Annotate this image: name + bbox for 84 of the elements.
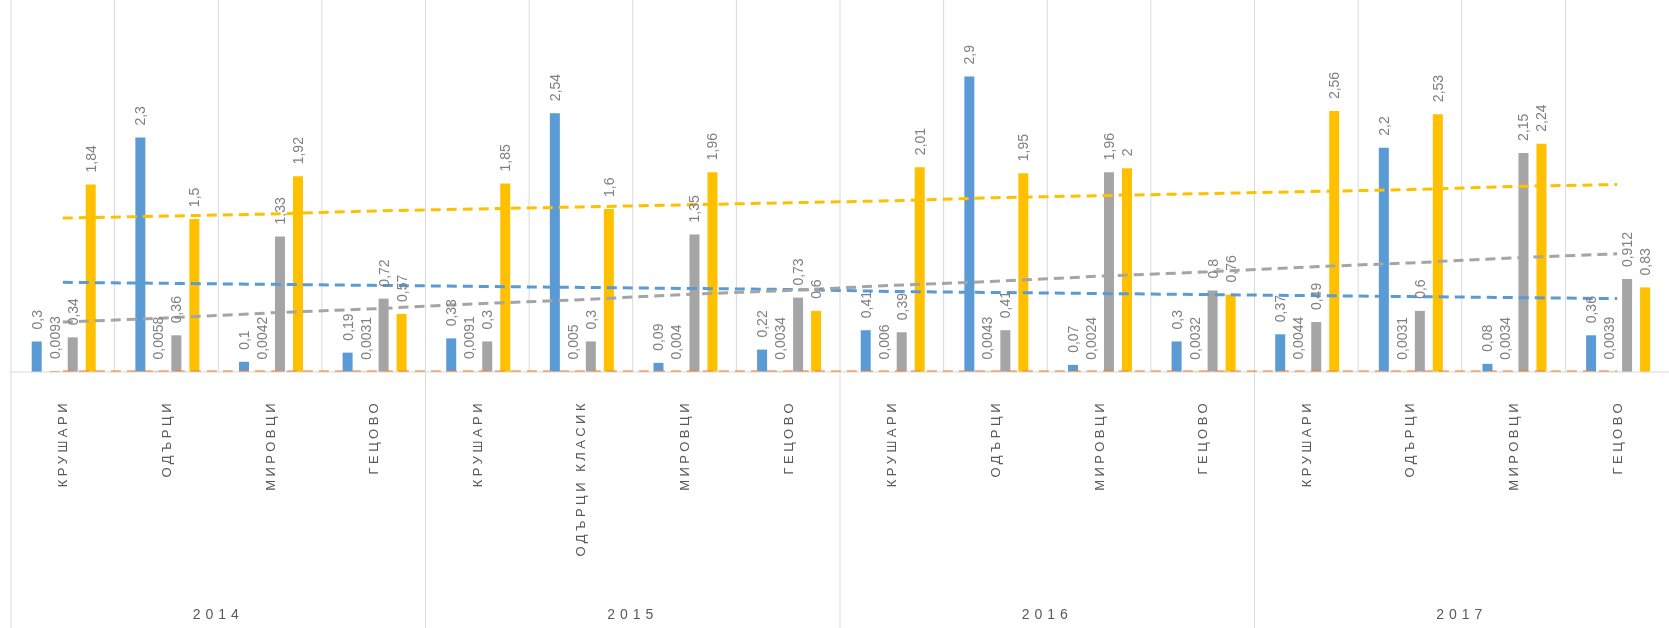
x-tick-label: ОДЪРЦИ bbox=[158, 400, 174, 478]
data-label: 0,0043 bbox=[979, 316, 996, 360]
data-label: 0,004 bbox=[668, 324, 685, 360]
x-tick-label: ОДЪРЦИ bbox=[987, 400, 1003, 478]
x-tick-label: ОДЪРЦИ bbox=[1402, 400, 1418, 478]
data-label: 1,35 bbox=[686, 194, 703, 223]
data-label: 1,5 bbox=[186, 187, 203, 208]
data-label: 1,92 bbox=[289, 136, 306, 165]
data-label: 0,0034 bbox=[1497, 316, 1514, 360]
data-label: 0,0031 bbox=[1393, 316, 1410, 360]
data-label: 0,6 bbox=[1411, 279, 1428, 299]
data-label: 1,96 bbox=[704, 132, 721, 161]
text: 2015 bbox=[607, 606, 659, 622]
data-label: 0,37 bbox=[1272, 294, 1289, 323]
data-label: 0,41 bbox=[857, 290, 874, 319]
data-label: 0,3 bbox=[479, 309, 496, 330]
data-label: 1,84 bbox=[82, 145, 99, 173]
x-tick-label: КРУШАРИ bbox=[1298, 400, 1314, 488]
data-label: 2,24 bbox=[1533, 104, 1550, 132]
data-label: 0,22 bbox=[754, 310, 771, 338]
data-label: 0,0058 bbox=[150, 316, 167, 360]
data-label: 0,36 bbox=[1583, 295, 1600, 324]
data-label: 0,36 bbox=[168, 295, 185, 324]
data-label: 0,0024 bbox=[1082, 316, 1099, 360]
data-label: 2,54 bbox=[546, 73, 563, 102]
data-label: 0,1 bbox=[235, 330, 252, 350]
data-label: 0,0091 bbox=[461, 316, 478, 360]
data-label: 0,0034 bbox=[772, 316, 789, 360]
data-label: 0,08 bbox=[1479, 324, 1496, 352]
data-label: 1,33 bbox=[271, 196, 288, 225]
data-label: 0,83 bbox=[1637, 247, 1654, 276]
data-label: 1,95 bbox=[1015, 133, 1032, 162]
data-label: 2,2 bbox=[1375, 116, 1392, 136]
text: 2017 bbox=[1436, 606, 1488, 622]
x-tick-label: МИРОВЦИ bbox=[1091, 400, 1107, 491]
data-label: 0,0044 bbox=[1290, 316, 1307, 360]
x-tick-label: ГЕЦОВО bbox=[1195, 400, 1211, 475]
data-label: 0,0042 bbox=[253, 316, 270, 360]
data-label: 0,006 bbox=[875, 324, 892, 360]
data-label: 2 bbox=[1118, 148, 1135, 157]
data-label: 2,53 bbox=[1429, 74, 1446, 103]
data-label: 0,0031 bbox=[357, 316, 374, 360]
data-label: 0,3 bbox=[582, 309, 599, 330]
data-label: 2,3 bbox=[132, 105, 149, 126]
data-label: 0,73 bbox=[790, 258, 807, 286]
data-label: 1,96 bbox=[1100, 132, 1117, 161]
data-label: 0,19 bbox=[339, 313, 356, 341]
data-label: 0,8 bbox=[1204, 258, 1221, 279]
data-label: 0,0032 bbox=[1186, 316, 1203, 360]
x-tick-label: КРУШАРИ bbox=[469, 400, 485, 488]
data-label: 0,39 bbox=[893, 292, 910, 321]
data-label: 0,34 bbox=[64, 297, 81, 326]
data-label: 0,72 bbox=[375, 259, 392, 287]
data-label: 2,01 bbox=[911, 127, 928, 156]
data-label: 0,07 bbox=[1064, 325, 1081, 353]
data-label: 2,56 bbox=[1326, 71, 1343, 100]
x-tick-label: КРУШАРИ bbox=[884, 400, 900, 488]
x-tick-label: МИРОВЦИ bbox=[262, 400, 278, 491]
text: 2016 bbox=[1021, 606, 1073, 622]
data-label: 0,005 bbox=[564, 324, 581, 360]
data-label: 0,33 bbox=[443, 298, 460, 327]
data-label: 0,41 bbox=[997, 290, 1014, 319]
data-label: 1,85 bbox=[497, 143, 514, 172]
data-label: 0,49 bbox=[1308, 282, 1325, 311]
x-tick-label: КРУШАРИ bbox=[55, 400, 71, 488]
x-tick-label: ГЕЦОВО bbox=[1609, 400, 1625, 475]
text: 2014 bbox=[192, 606, 244, 622]
data-label: 0,3 bbox=[28, 309, 45, 330]
data-label: 0,0093 bbox=[46, 316, 63, 360]
data-label: 0,3 bbox=[1168, 309, 1185, 330]
data-label: 2,9 bbox=[961, 44, 978, 65]
data-label: 0,0039 bbox=[1601, 316, 1618, 360]
x-tick-label: ОДЪРЦИ КЛАСИК bbox=[573, 400, 589, 557]
data-label: 0,09 bbox=[650, 323, 667, 351]
data-label: 0,6 bbox=[808, 279, 825, 299]
data-label: 0,57 bbox=[393, 274, 410, 302]
data-label: 1,6 bbox=[600, 177, 617, 197]
data-label: 2,15 bbox=[1515, 113, 1532, 141]
data-label: 0,76 bbox=[1222, 255, 1239, 283]
x-tick-label: МИРОВЦИ bbox=[1506, 400, 1522, 491]
data-label: 0,912 bbox=[1619, 231, 1636, 268]
x-tick-label: ГЕЦОВО bbox=[780, 400, 796, 475]
x-tick-label: МИРОВЦИ bbox=[677, 400, 693, 491]
x-tick-label: ГЕЦОВО bbox=[366, 400, 382, 475]
